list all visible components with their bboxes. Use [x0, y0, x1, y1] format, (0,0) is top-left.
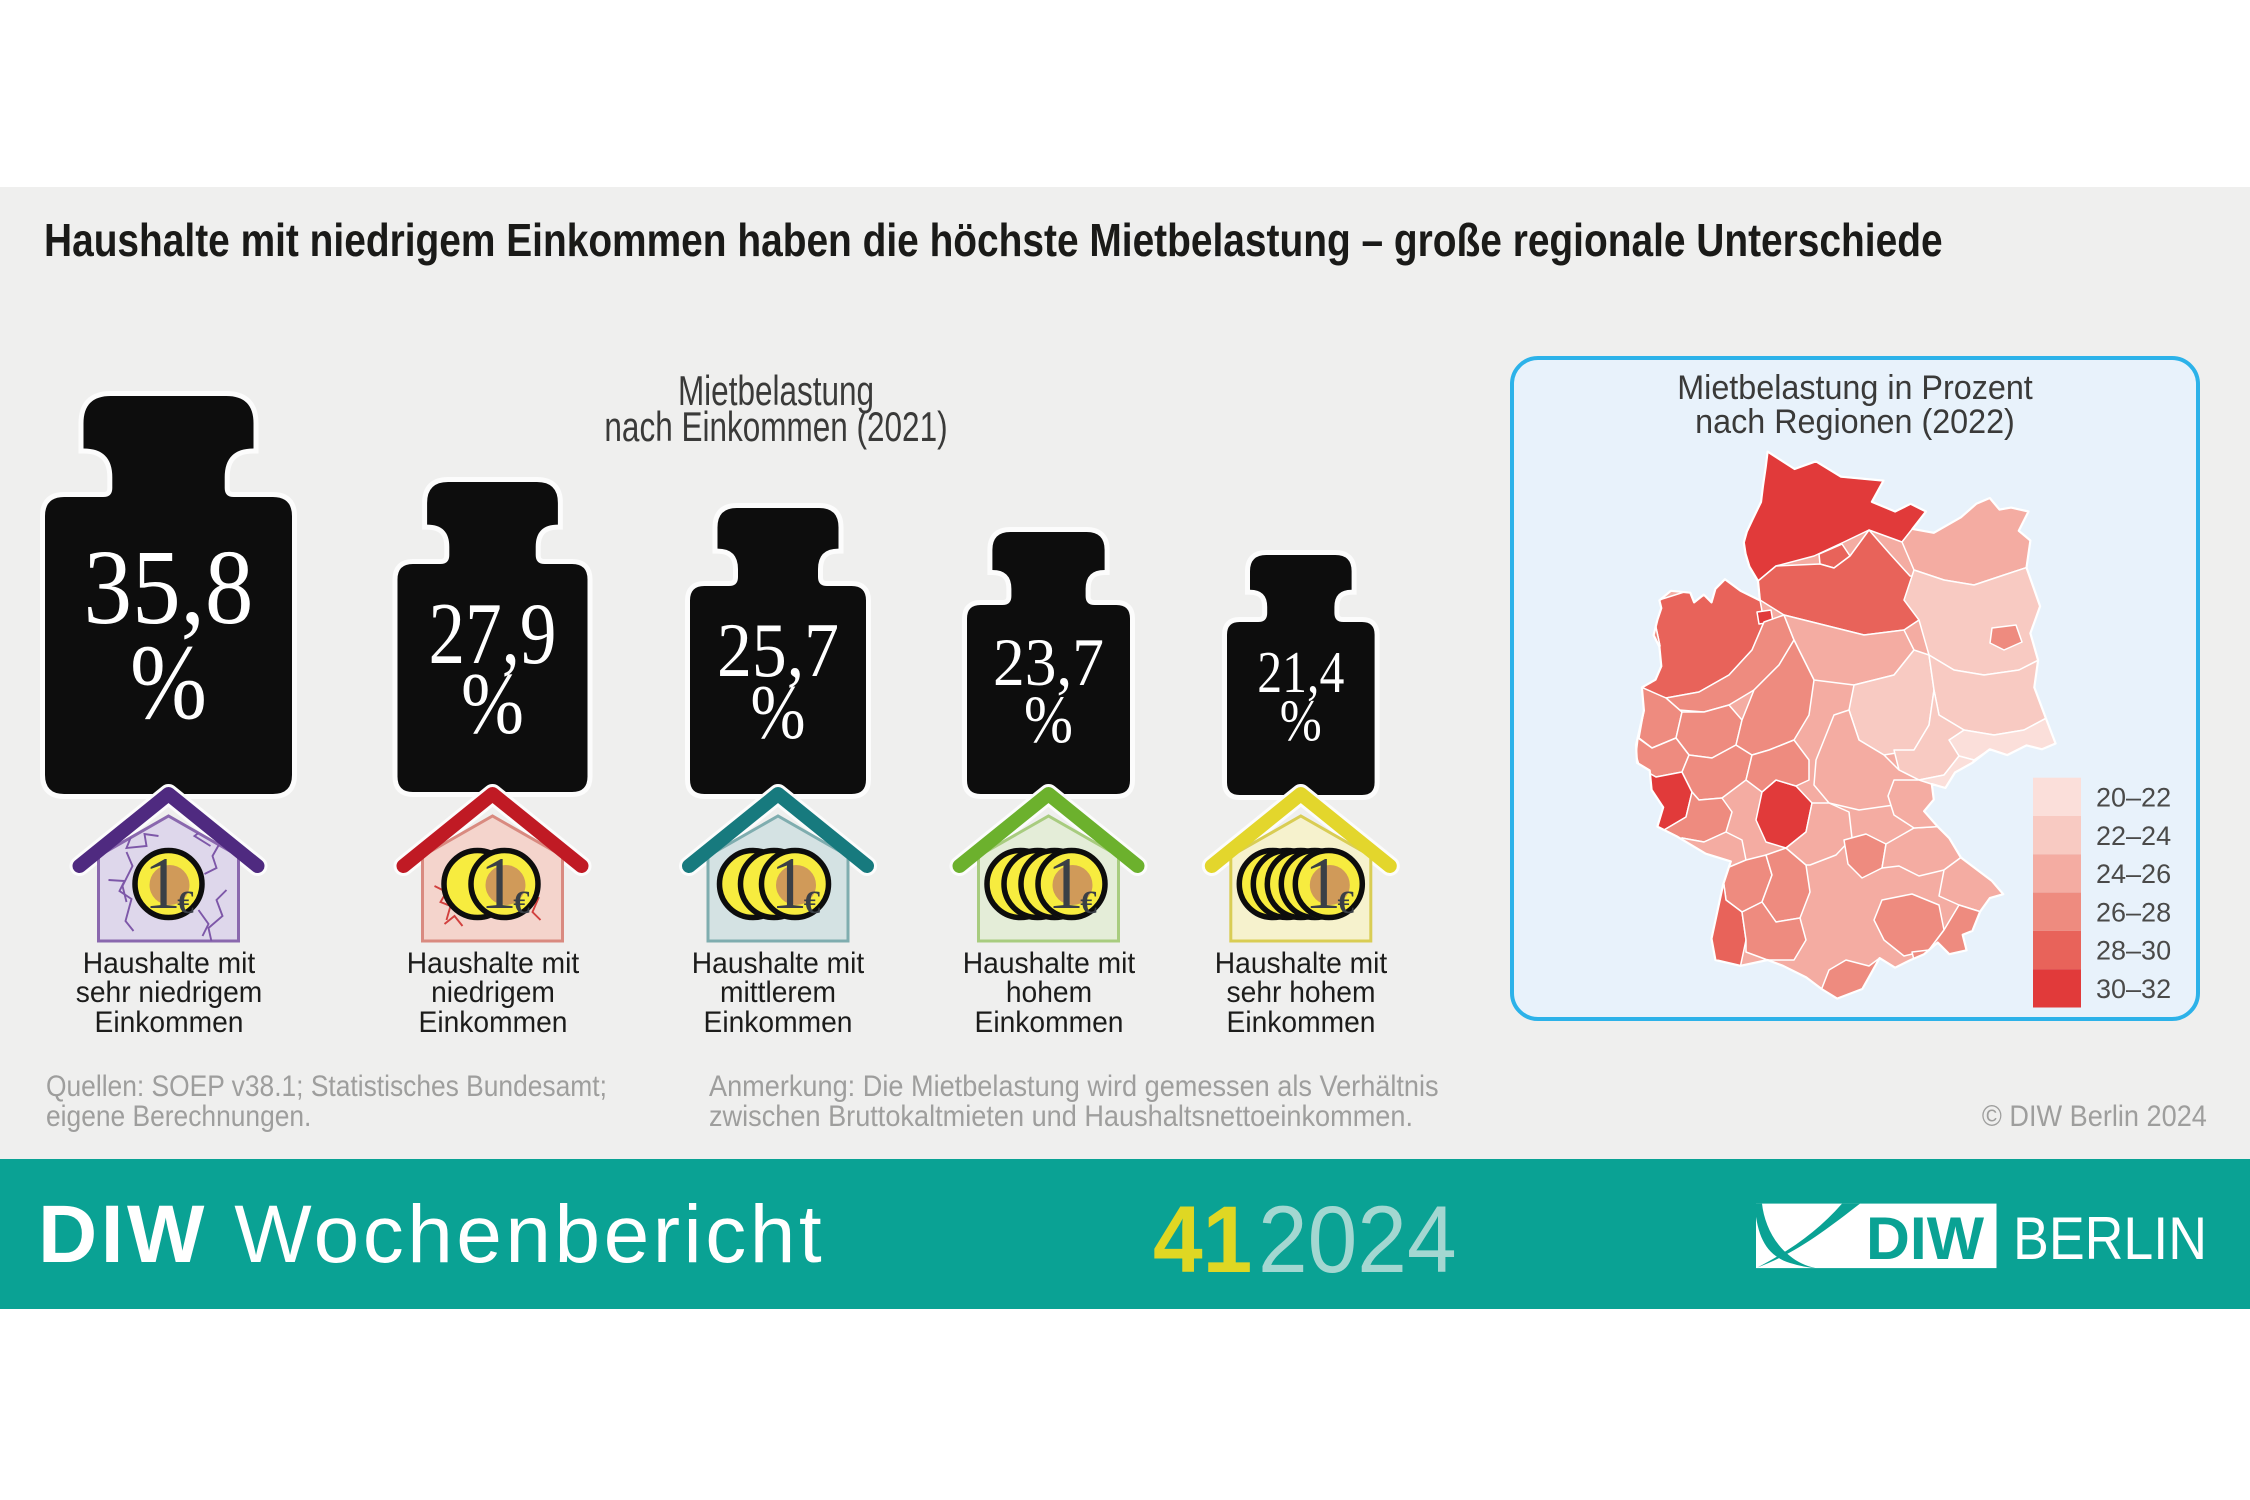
svg-text:24–26: 24–26	[2096, 859, 2171, 889]
svg-text:26–28: 26–28	[2096, 897, 2171, 927]
svg-text:%: %	[130, 624, 207, 742]
svg-text:1: 1	[480, 843, 517, 925]
svg-text:1: 1	[144, 843, 181, 925]
svg-text:22–24: 22–24	[2096, 821, 2171, 851]
svg-text:1: 1	[1047, 843, 1084, 925]
svg-text:20–22: 20–22	[2096, 783, 2171, 813]
svg-text:€: €	[177, 885, 194, 921]
svg-text:€: €	[804, 885, 821, 921]
svg-text:21,4: 21,4	[1257, 639, 1344, 705]
svg-text:DIW: DIW	[1866, 1205, 1984, 1272]
svg-text:€: €	[513, 885, 530, 921]
svg-text:23,7: 23,7	[993, 624, 1104, 700]
svg-text:28–30: 28–30	[2096, 936, 2171, 966]
svg-text:35,8: 35,8	[84, 529, 254, 647]
svg-text:%: %	[1280, 687, 1322, 753]
svg-text:27,9: 27,9	[429, 586, 557, 683]
svg-text:25,7: 25,7	[717, 607, 839, 693]
svg-text:€: €	[1080, 885, 1097, 921]
svg-text:30–32: 30–32	[2096, 974, 2171, 1004]
svg-text:%: %	[1024, 681, 1073, 757]
svg-text:1: 1	[771, 843, 808, 925]
svg-text:%: %	[751, 669, 806, 755]
svg-text:BERLIN: BERLIN	[2013, 1205, 2207, 1272]
svg-text:€: €	[1338, 885, 1355, 921]
svg-text:%: %	[461, 656, 524, 753]
svg-text:1: 1	[1304, 843, 1341, 925]
